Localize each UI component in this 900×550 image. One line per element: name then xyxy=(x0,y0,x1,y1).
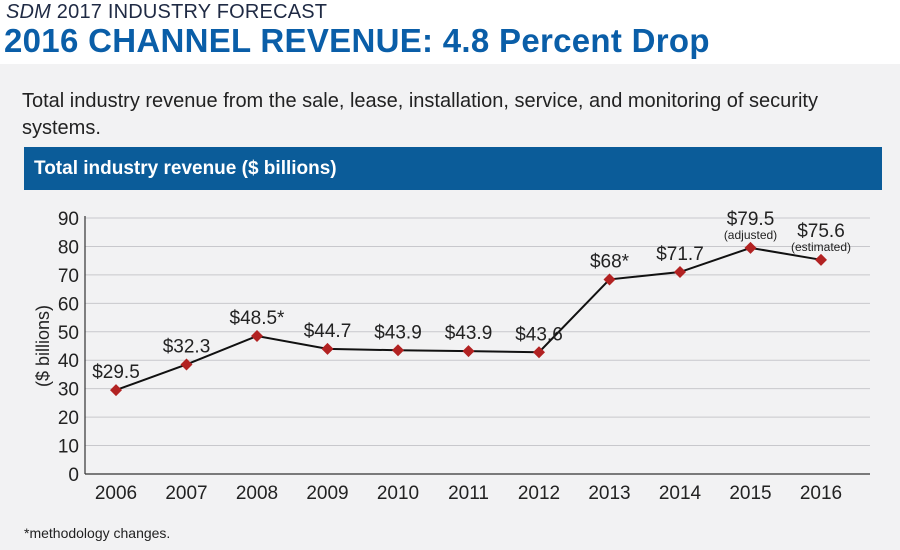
x-tick-label-2012: 2012 xyxy=(518,483,560,504)
data-label-2007: $32.3 xyxy=(163,336,211,357)
data-label-2006: $29.5 xyxy=(92,362,140,383)
data-label-2012: $43.6 xyxy=(515,324,563,345)
y-tick-label-50: 50 xyxy=(58,323,79,344)
data-label-2015: $79.5 xyxy=(727,209,775,230)
chart-title-banner: Total industry revenue ($ billions) xyxy=(24,147,882,190)
data-point-2011 xyxy=(462,345,475,358)
y-tick-label-90: 90 xyxy=(58,209,79,230)
data-point-2014 xyxy=(674,266,686,279)
kicker-publication: SDM xyxy=(6,1,52,23)
y-tick-label-80: 80 xyxy=(58,237,79,258)
kicker: SDM 2017 INDUSTRY FORECAST xyxy=(6,1,327,24)
x-tick-label-2011: 2011 xyxy=(448,483,489,504)
data-label-2013: $68* xyxy=(590,251,630,272)
data-label-2016: $75.6 xyxy=(797,221,845,242)
data-point-2012 xyxy=(533,346,545,359)
x-tick-label-2008: 2008 xyxy=(236,483,278,504)
data-point-2008 xyxy=(251,330,263,343)
data-point-2010 xyxy=(392,344,404,357)
x-tick-label-2016: 2016 xyxy=(800,483,842,504)
x-tick-label-2007: 2007 xyxy=(165,483,207,504)
data-point-2015 xyxy=(744,241,757,254)
data-point-2009 xyxy=(321,342,334,355)
data-label-2011: $43.9 xyxy=(445,323,493,344)
data-label-2009: $44.7 xyxy=(304,321,352,342)
x-tick-label-2015: 2015 xyxy=(729,483,771,504)
data-note-2015: (adjusted) xyxy=(724,228,777,242)
x-tick-label-2010: 2010 xyxy=(377,483,419,504)
data-label-2008: $48.5* xyxy=(230,308,286,329)
y-tick-label-40: 40 xyxy=(58,351,79,372)
header: SDM 2017 INDUSTRY FORECAST 2016 CHANNEL … xyxy=(0,0,900,62)
data-point-2007 xyxy=(180,358,193,371)
chart-description: Total industry revenue from the sale, le… xyxy=(22,90,818,139)
series-line xyxy=(115,246,822,392)
footnote: *methodology changes. xyxy=(24,525,171,541)
headline-tail: 4.8 Percent Drop xyxy=(442,22,710,59)
x-tick-label-2006: 2006 xyxy=(95,483,137,504)
data-point-2006 xyxy=(110,384,122,397)
data-point-2016 xyxy=(815,253,827,266)
data-label-2014: $71.7 xyxy=(656,244,704,265)
data-note-2016: (estimated) xyxy=(791,240,851,254)
chart-title: Total industry revenue ($ billions) xyxy=(34,158,337,179)
y-tick-label-60: 60 xyxy=(58,294,79,315)
x-tick-label-2013: 2013 xyxy=(588,483,630,504)
x-tick-label-2009: 2009 xyxy=(306,483,348,504)
y-axis-title: ($ billions) xyxy=(33,305,53,387)
data-point-2013 xyxy=(603,273,616,286)
headline-main: 2016 CHANNEL REVENUE: xyxy=(4,22,443,59)
kicker-text: 2017 INDUSTRY FORECAST xyxy=(51,1,328,23)
y-tick-label-20: 20 xyxy=(58,408,79,429)
y-tick-label-0: 0 xyxy=(68,465,79,486)
x-tick-label-2014: 2014 xyxy=(659,483,702,504)
y-tick-label-10: 10 xyxy=(58,437,79,458)
headline: 2016 CHANNEL REVENUE: 4.8 Percent Drop xyxy=(4,22,710,60)
data-label-2010: $43.9 xyxy=(374,322,422,343)
y-tick-label-30: 30 xyxy=(58,380,79,401)
chart-panel xyxy=(0,64,900,550)
y-tick-label-70: 70 xyxy=(58,266,79,287)
